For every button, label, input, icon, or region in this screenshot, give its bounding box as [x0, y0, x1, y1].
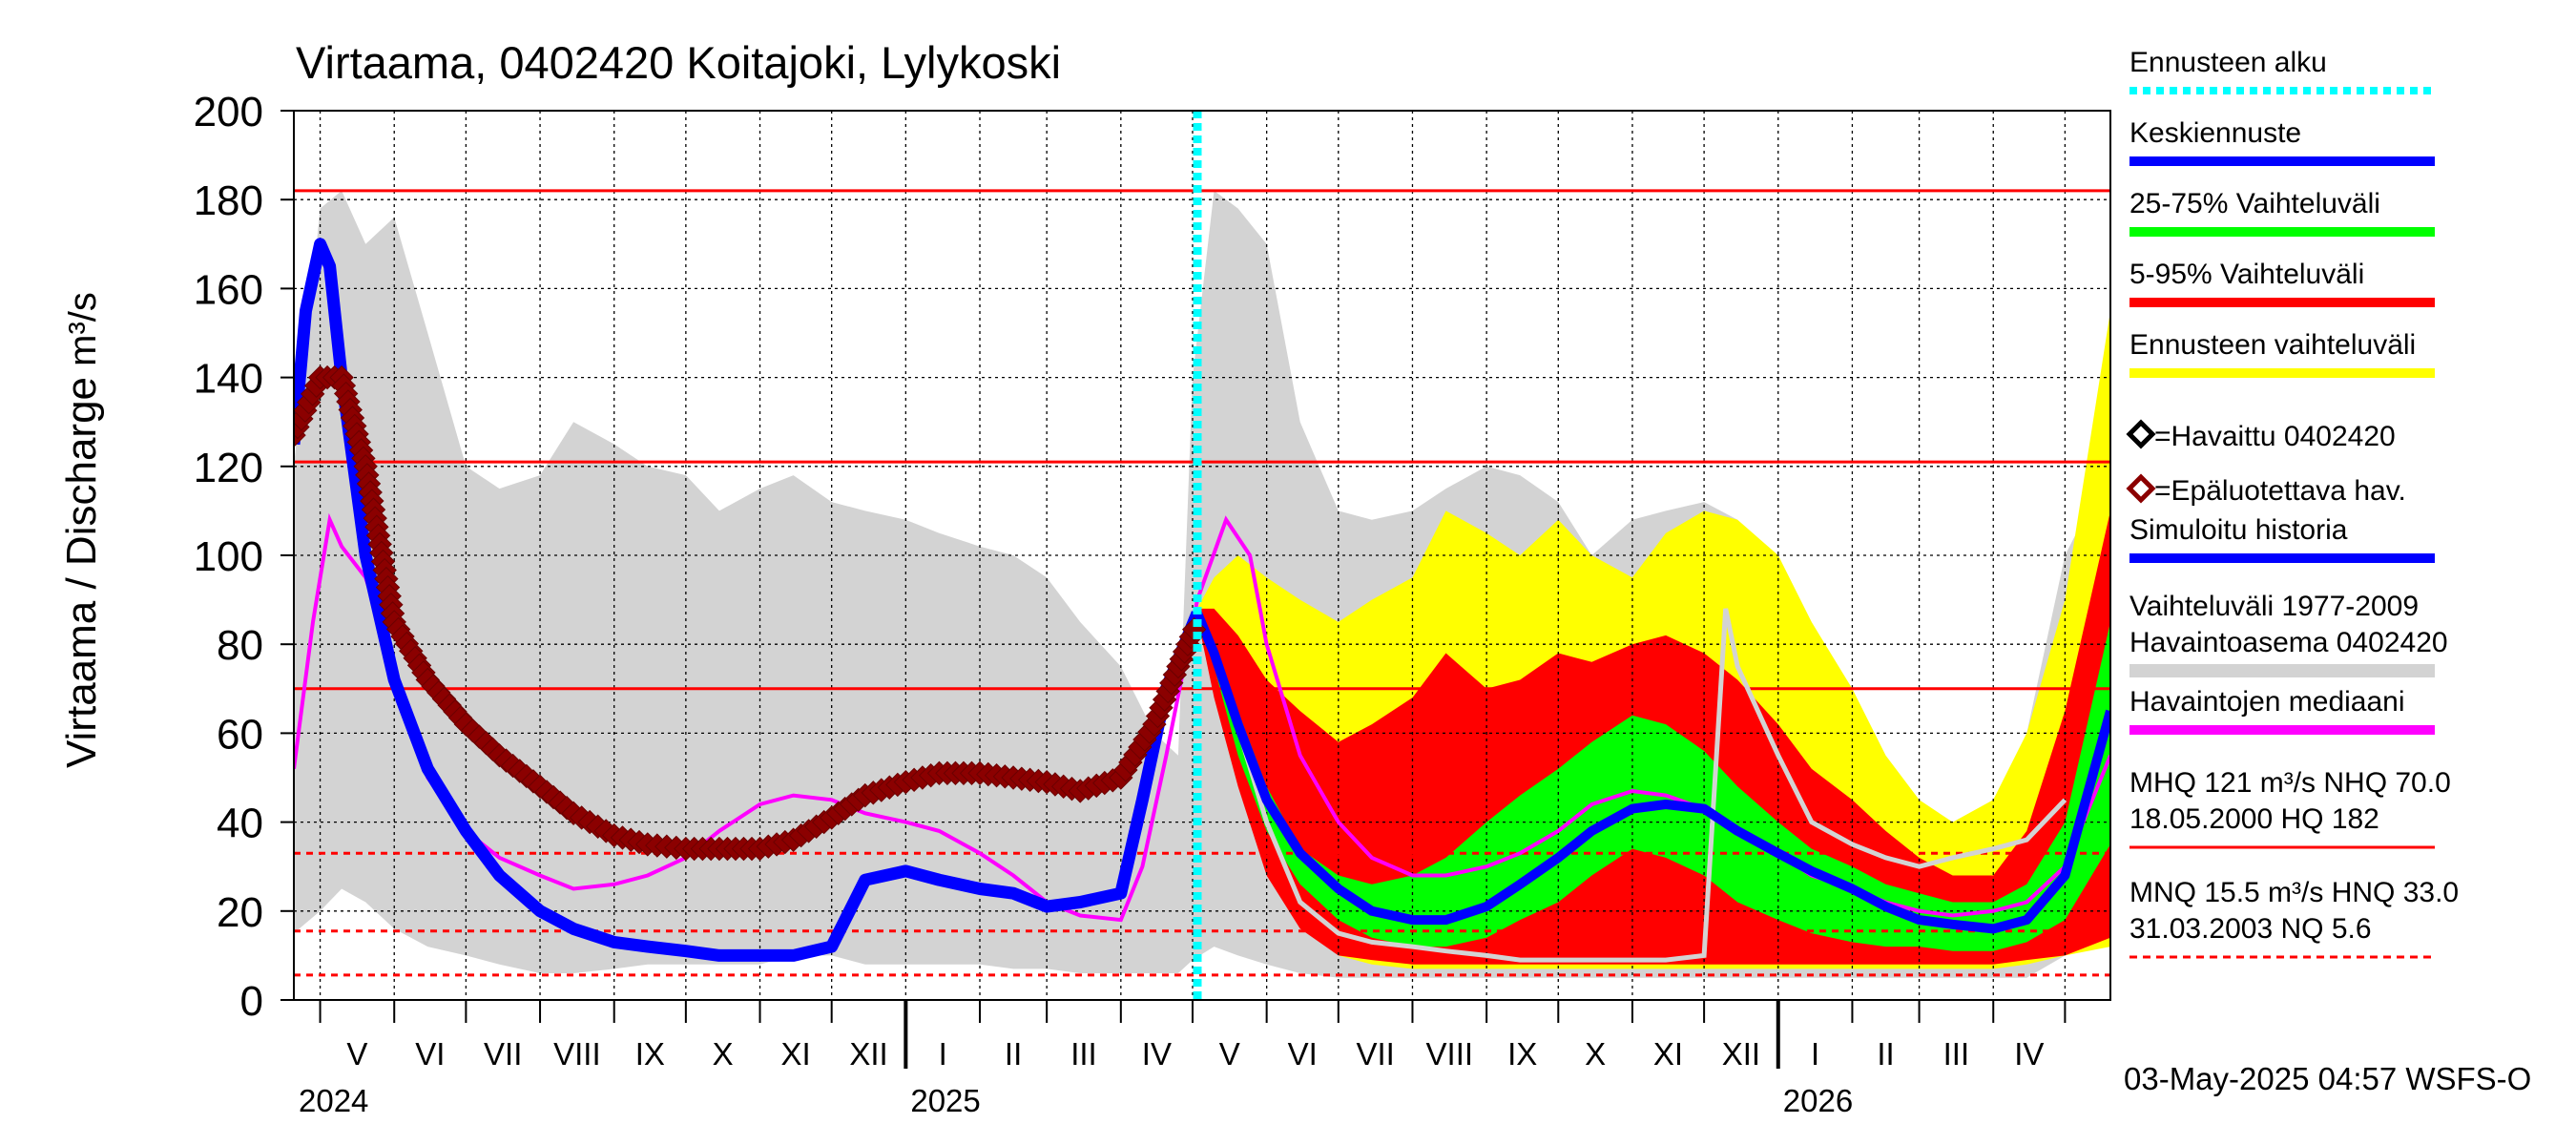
x-month-label: X — [1585, 1036, 1606, 1072]
unreliable-observations — [294, 364, 1207, 862]
x-month-label: I — [1811, 1036, 1819, 1072]
legend-label: =Havaittu 0402420 — [2154, 421, 2396, 452]
y-tick-label: 0 — [240, 978, 263, 1025]
legend-label: 25-75% Vaihteluväli — [2129, 188, 2380, 219]
y-tick-label: 180 — [194, 177, 263, 224]
unreliable-observation-marker — [1181, 616, 1207, 642]
legend-label: MHQ 121 m³/s NHQ 70.0 — [2129, 767, 2451, 799]
x-month-label: XI — [781, 1036, 811, 1072]
history-line — [1195, 608, 2067, 963]
y-tick-label: 140 — [194, 356, 263, 403]
x-month-label: III — [1070, 1036, 1097, 1072]
footer-timestamp: 03-May-2025 04:57 WSFS-O — [2124, 1061, 2531, 1096]
x-year-label: 2026 — [1783, 1083, 1853, 1118]
x-month-label: XI — [1653, 1036, 1683, 1072]
y-tick-label: 200 — [194, 89, 263, 135]
y-tick-label: 160 — [194, 266, 263, 313]
x-month-label: VI — [1288, 1036, 1318, 1072]
y-tick-label: 20 — [217, 889, 263, 936]
legend-marker — [2126, 419, 2156, 449]
y-tick-label: 100 — [194, 533, 263, 580]
x-month-label: I — [939, 1036, 947, 1072]
x-month-label: IV — [2014, 1036, 2044, 1072]
legend-label: Ennusteen vaihteluväli — [2129, 329, 2416, 361]
x-year-label: 2024 — [299, 1083, 368, 1118]
x-month-label: VIII — [1426, 1036, 1474, 1072]
legend-label: MNQ 15.5 m³/s HNQ 33.0 — [2129, 877, 2459, 908]
legend-label: 5-95% Vaihteluväli — [2129, 259, 2364, 290]
x-month-label: V — [346, 1036, 367, 1072]
x-year-label: 2025 — [910, 1083, 980, 1118]
y-tick-label: 120 — [194, 445, 263, 491]
y-axis-label: Virtaama / Discharge — [58, 377, 105, 768]
x-month-label: VII — [484, 1036, 522, 1072]
y-axis-unit: m³/s — [62, 292, 104, 366]
x-month-label: IX — [635, 1036, 665, 1072]
x-month-label: IX — [1507, 1036, 1537, 1072]
x-month-label: XII — [1722, 1036, 1760, 1072]
legend-label: Vaihteluväli 1977-2009 — [2129, 591, 2419, 622]
simulated-history-line — [294, 238, 1204, 962]
x-month-label: VI — [415, 1036, 445, 1072]
mean-forecast-line — [1193, 611, 2110, 934]
x-month-label: IV — [1142, 1036, 1172, 1072]
x-month-label: II — [1005, 1036, 1022, 1072]
legend-label: Havaintojen mediaani — [2129, 686, 2405, 718]
chart-title: Virtaama, 0402420 Koitajoki, Lylykoski — [296, 37, 1061, 88]
x-month-label: X — [713, 1036, 734, 1072]
x-month-label: XII — [849, 1036, 887, 1072]
legend: Ennusteen alku Keskiennuste 25-75% Vaihtel… — [2126, 47, 2459, 959]
x-month-label: VIII — [553, 1036, 601, 1072]
legend-label: =Epäluotettava hav. — [2154, 475, 2406, 507]
x-month-label: VII — [1356, 1036, 1394, 1072]
x-month-label: V — [1219, 1036, 1240, 1072]
x-month-label: II — [1877, 1036, 1894, 1072]
series-layer — [294, 111, 2110, 1000]
legend-label: Ennusteen alku — [2129, 47, 2327, 78]
legend-label-secondary: 31.03.2003 NQ 5.6 — [2129, 913, 2372, 945]
x-month-label: III — [1943, 1036, 1970, 1072]
legend-label: Simuloitu historia — [2129, 514, 2348, 546]
legend-marker — [2126, 473, 2156, 504]
y-tick-label: 60 — [217, 711, 263, 758]
legend-label: Keskiennuste — [2129, 117, 2301, 149]
y-tick-label: 80 — [217, 622, 263, 669]
band-25-75 — [1197, 613, 2110, 951]
legend-label-secondary: Havaintoasema 0402420 — [2129, 627, 2448, 658]
y-tick-label: 40 — [217, 801, 263, 847]
legend-label-secondary: 18.05.2000 HQ 182 — [2129, 803, 2379, 835]
